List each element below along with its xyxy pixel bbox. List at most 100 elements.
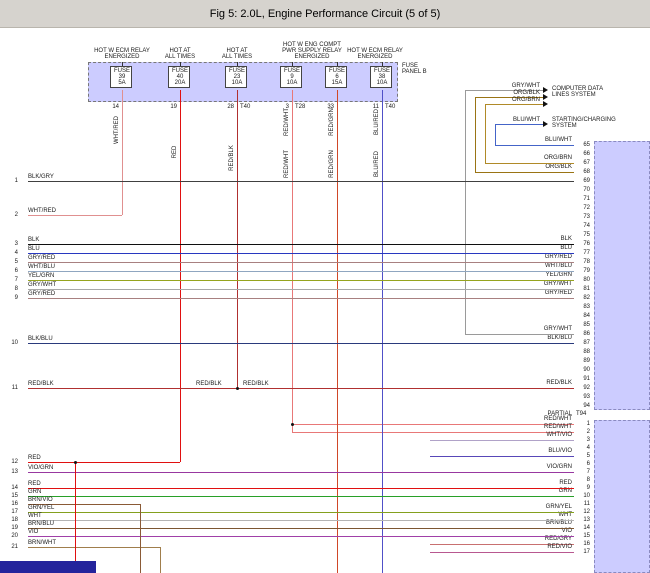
- left-pin-number: 2: [14, 212, 18, 218]
- figure-title-bar: Fig 5: 2.0L, Engine Performance Circuit …: [0, 0, 650, 28]
- wire-label: GRY/RED: [28, 255, 56, 261]
- left-pin-number: 5: [14, 259, 18, 265]
- pin-number: 9: [586, 485, 590, 491]
- left-pin-number: 11: [11, 385, 18, 391]
- wire-label: GRN: [28, 489, 42, 495]
- wire-label: GRY/WHT: [543, 326, 572, 332]
- wire-segment: [28, 244, 574, 245]
- wire-segment: [237, 62, 238, 66]
- wire-segment: [337, 90, 338, 102]
- wire-label: RED: [28, 455, 41, 461]
- pin-number: 65: [583, 142, 590, 148]
- wire-segment: [180, 102, 181, 462]
- pin-number: 80: [583, 277, 590, 283]
- wire-label: RED/WHT: [544, 424, 572, 430]
- wire-label: RED/BLK: [243, 381, 269, 387]
- wire-label: WHT: [28, 513, 42, 519]
- wire-segment: [28, 388, 574, 389]
- wire-segment: [292, 62, 293, 66]
- wire-label: RED/BLK: [229, 145, 235, 171]
- pin-number: 86: [583, 331, 590, 337]
- system-label: SYSTEM: [552, 123, 577, 129]
- wire-label: BRN/WHT: [28, 540, 56, 546]
- pin-number: 79: [583, 268, 590, 274]
- fuse-header-label: HOT W ECM RELAY: [94, 48, 150, 54]
- wire-segment: [430, 544, 574, 545]
- wire-label: GRN: [558, 488, 572, 494]
- left-pin-number: 1: [14, 178, 18, 184]
- wire-segment: [495, 145, 574, 146]
- wire-segment: [28, 462, 180, 463]
- pin-number: 4: [586, 445, 590, 451]
- wire-segment: [75, 462, 76, 573]
- left-pin-number: 15: [11, 493, 18, 499]
- wire-label: RED/WHT: [284, 150, 290, 178]
- wire-segment: [28, 271, 574, 272]
- wire-label: BRN/VIO: [28, 497, 53, 503]
- wire-segment: [485, 104, 486, 163]
- fuse-header-label: HOT AT: [226, 48, 248, 54]
- wire-label: GRN/YEL: [545, 504, 572, 510]
- connector-id: T94: [576, 411, 587, 417]
- wire-segment: [292, 90, 293, 102]
- pin-number: 16: [583, 541, 590, 547]
- wire-label: WHT: [558, 512, 572, 518]
- wire-label: ORG/BLK: [545, 164, 572, 170]
- fuse-label: FUSE: [328, 68, 345, 74]
- wire-segment: [495, 124, 496, 145]
- pin-number: 13: [583, 517, 590, 523]
- wire-label: WHT/BLU: [545, 263, 572, 269]
- wire-label: RED/BLK: [28, 381, 54, 387]
- wire-label: WHT/RED: [114, 116, 120, 144]
- left-pin-number: 18: [11, 517, 18, 523]
- wire-segment: [122, 102, 123, 215]
- pin-number: 90: [583, 367, 590, 373]
- wire-segment: [28, 280, 574, 281]
- wire-label: VIO: [28, 529, 39, 535]
- wire-label: YEL/GRN: [28, 273, 55, 279]
- wire-segment: [28, 298, 574, 299]
- fuse-header-label: ENERGIZED: [357, 54, 393, 60]
- background-window-fragment: [0, 561, 96, 573]
- wire-label: BLU/WHT: [545, 137, 572, 143]
- partial-label: PARTIAL: [547, 411, 572, 417]
- wire-label: RED: [172, 145, 178, 159]
- wire-label: ORG/BRN: [543, 155, 572, 161]
- wire-segment: [337, 102, 338, 573]
- wire-label: BLU/VIO: [548, 448, 572, 454]
- pin-number: 72: [583, 205, 590, 211]
- fuse-connector-id: T40: [385, 104, 396, 110]
- pin-number: 71: [583, 196, 590, 202]
- wire-segment: [180, 90, 181, 102]
- fuse-label: 10A: [376, 80, 388, 86]
- wire-segment: [337, 62, 338, 66]
- wire-label: BLK/GRY: [28, 174, 54, 180]
- left-pin-number: 3: [14, 241, 18, 247]
- fuse-label: 10A: [286, 80, 298, 86]
- pin-number: 84: [583, 313, 590, 319]
- figure-title: Fig 5: 2.0L, Engine Performance Circuit …: [209, 7, 441, 20]
- fuse-connector-id: T40: [240, 104, 251, 110]
- wire-segment: [160, 547, 161, 573]
- wire-label: RED/VIO: [547, 544, 572, 550]
- wire-label: RED/GRY: [544, 536, 572, 542]
- wire-segment: [28, 343, 574, 344]
- wire-label: RED/WHT: [284, 108, 290, 136]
- pin-number: 81: [583, 286, 590, 292]
- fuse: [325, 66, 347, 88]
- left-pin-number: 9: [14, 295, 18, 301]
- fuse-pin-number: 19: [170, 104, 177, 110]
- fuse-header-label: HOT AT: [169, 48, 191, 54]
- wire-label: WHT/BLU: [28, 264, 55, 270]
- system-label: STARTING/CHARGING: [552, 117, 616, 123]
- wire-segment: [28, 472, 574, 473]
- wire-segment: [28, 496, 574, 497]
- wire-label: ORG/BLK: [513, 90, 540, 96]
- wire-segment: [382, 90, 383, 102]
- wire-segment: [430, 440, 574, 441]
- wire-label: BLK: [560, 236, 572, 242]
- fuse-label: 20A: [174, 80, 186, 86]
- system-label: COMPUTER DATA: [552, 86, 604, 92]
- wire-segment: [465, 334, 574, 335]
